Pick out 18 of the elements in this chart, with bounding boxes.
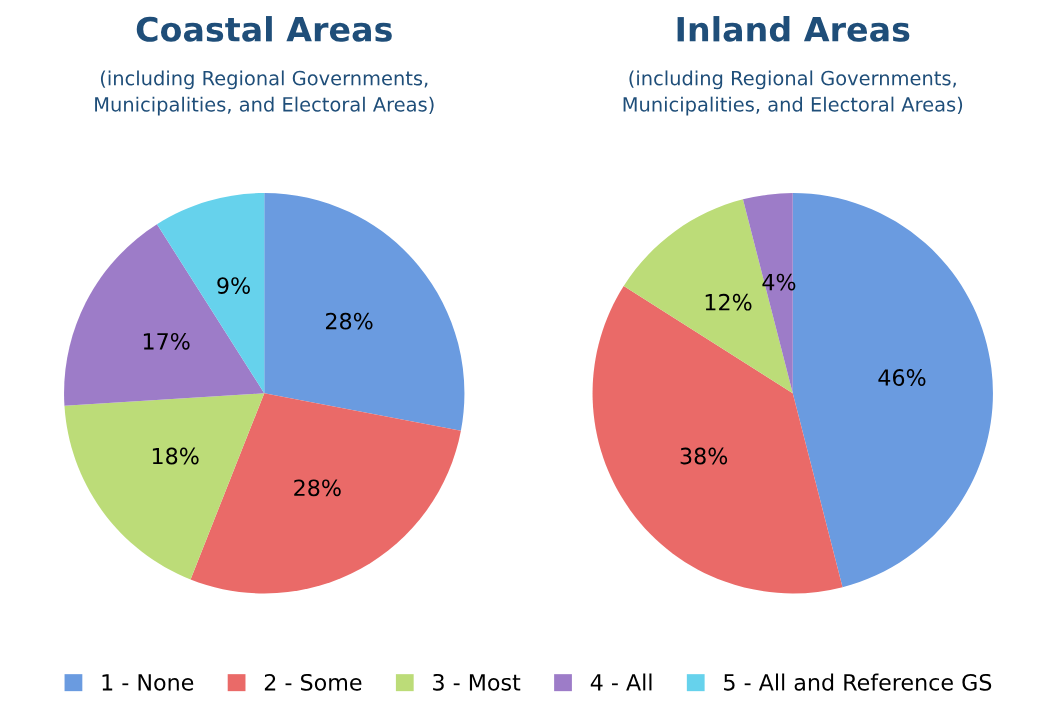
legend-label: 5 - All and Reference GS (724, 673, 992, 691)
chart-subtitle: (including Regional Governments, Municipalities, and Electoral Areas) (623, 70, 963, 116)
chart-title: Coastal Areas (136, 16, 392, 42)
legend-label: 1 - None (102, 674, 194, 691)
data-label: 4% (762, 273, 796, 291)
data-label: 12% (705, 293, 752, 311)
data-label: 38% (680, 447, 728, 465)
legend-label: 3 - Most (433, 673, 521, 691)
legend-label: 4 - All (590, 673, 652, 691)
legend-label: 2 - Some (264, 673, 362, 691)
chart-title: Inland Areas (677, 16, 910, 42)
data-label: 18% (152, 447, 199, 465)
data-label: 46% (878, 369, 926, 386)
data-label: 28% (294, 479, 341, 497)
chart-subtitle: (including Regional Governments, Municipalities, and Electoral Areas) (95, 70, 434, 116)
data-label: 17% (143, 332, 190, 350)
data-label: 28% (326, 312, 373, 330)
data-label: 9% (217, 277, 250, 294)
